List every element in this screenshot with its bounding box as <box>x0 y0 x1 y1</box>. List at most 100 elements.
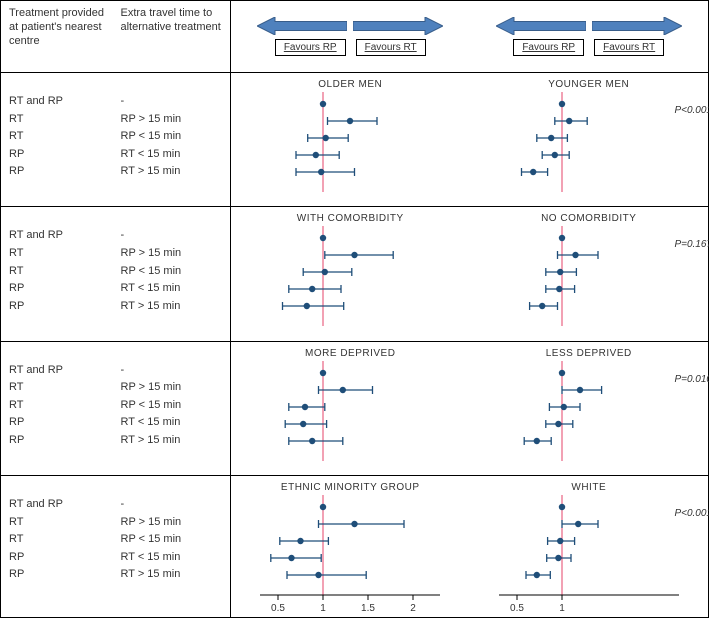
travel-label: RP > 15 min <box>121 379 223 397</box>
svg-text:1: 1 <box>559 603 565 614</box>
travel-col: -RP > 15 minRP < 15 minRT < 15 minRT > 1… <box>121 227 223 334</box>
treatment-col: RT and RPRTRTRPRP <box>9 227 111 334</box>
forest-plot: MORE DEPRIVED <box>231 342 470 475</box>
treatment-label: RT <box>9 397 111 415</box>
plot-title: YOUNGER MEN <box>470 75 709 92</box>
travel-label: RT < 15 min <box>121 549 223 567</box>
travel-label: - <box>121 227 223 245</box>
plot-title: NO COMORBIDITY <box>470 209 709 226</box>
travel-col: -RP > 15 minRP < 15 minRT < 15 minRT > 1… <box>121 93 223 200</box>
treatment-label: RP <box>9 298 111 316</box>
forest-plot: YOUNGER MEN P<0.001 <box>470 73 709 206</box>
favours-rt-label-2: Favours RT <box>594 39 664 56</box>
travel-label: RT < 15 min <box>121 414 223 432</box>
panel-row: RT and RPRTRTRPRP-RP > 15 minRP < 15 min… <box>1 207 708 341</box>
plot-title: WHITE <box>470 478 709 495</box>
treatment-label: RT <box>9 514 111 532</box>
svg-text:1: 1 <box>320 603 326 614</box>
treatment-label: RT and RP <box>9 227 111 245</box>
panel-row: RT and RPRTRTRPRP-RP > 15 minRP < 15 min… <box>1 476 708 617</box>
treatment-label: RT and RP <box>9 496 111 514</box>
header-col-travel: Extra travel time to alternative treatme… <box>121 7 223 66</box>
travel-label: RP < 15 min <box>121 263 223 281</box>
travel-col: -RP > 15 minRP < 15 minRT < 15 minRT > 1… <box>121 362 223 469</box>
forest-plot: WITH COMORBIDITY <box>231 207 470 340</box>
treatment-label: RT <box>9 128 111 146</box>
treatment-label: RT <box>9 531 111 549</box>
travel-label: RP > 15 min <box>121 245 223 263</box>
treatment-label: RT and RP <box>9 93 111 111</box>
figure-container: Treatment provided at patient's nearest … <box>0 0 709 618</box>
travel-label: RP < 15 min <box>121 397 223 415</box>
treatment-label: RT and RP <box>9 362 111 380</box>
treatment-label: RP <box>9 549 111 567</box>
travel-label: RT < 15 min <box>121 146 223 164</box>
svg-text:0.5: 0.5 <box>271 603 285 614</box>
forest-plot: WHITE 0.5 1 P<0.001 <box>470 476 709 617</box>
travel-label: - <box>121 362 223 380</box>
row-labels: RT and RPRTRTRPRP-RP > 15 minRP < 15 min… <box>1 476 231 617</box>
treatment-label: RT <box>9 379 111 397</box>
svg-text:0.5: 0.5 <box>510 603 524 614</box>
panel-row: RT and RPRTRTRPRP-RP > 15 minRP < 15 min… <box>1 342 708 476</box>
travel-label: RT > 15 min <box>121 432 223 450</box>
panels-host: RT and RPRTRTRPRP-RP > 15 minRP < 15 min… <box>1 73 708 617</box>
direction-left: Favours RP Favours RT <box>231 1 470 72</box>
favours-rp-label: Favours RP <box>275 39 346 56</box>
plots: MORE DEPRIVEDLESS DEPRIVED P=0.010 <box>231 342 708 475</box>
treatment-label: RT <box>9 245 111 263</box>
forest-plot: LESS DEPRIVED P=0.010 <box>470 342 709 475</box>
treatment-label: RT <box>9 111 111 129</box>
header-right: Favours RP Favours RT Favours RP Favours… <box>231 1 708 72</box>
treatment-col: RT and RPRTRTRPRP <box>9 362 111 469</box>
treatment-label: RP <box>9 414 111 432</box>
header-left: Treatment provided at patient's nearest … <box>1 1 231 72</box>
arrows-left <box>257 17 443 35</box>
travel-label: RT > 15 min <box>121 298 223 316</box>
forest-plot: ETHNIC MINORITY GROUP 0.5 1 1.5 2 <box>231 476 470 617</box>
plot-title: LESS DEPRIVED <box>470 344 709 361</box>
treatment-label: RP <box>9 163 111 181</box>
forest-plot: NO COMORBIDITY P=0.167 <box>470 207 709 340</box>
travel-label: - <box>121 93 223 111</box>
treatment-col: RT and RPRTRTRPRP <box>9 496 111 611</box>
p-value: P<0.001 <box>674 105 709 116</box>
row-labels: RT and RPRTRTRPRP-RP > 15 minRP < 15 min… <box>1 207 231 340</box>
treatment-label: RP <box>9 432 111 450</box>
travel-label: RT > 15 min <box>121 566 223 584</box>
arrows-right <box>496 17 682 35</box>
svg-text:2: 2 <box>410 603 416 614</box>
header-col-treatment: Treatment provided at patient's nearest … <box>9 7 111 66</box>
plot-title: MORE DEPRIVED <box>231 344 470 361</box>
plots: ETHNIC MINORITY GROUP 0.5 1 1.5 2 WHITE 0.5 1 P<… <box>231 476 708 617</box>
row-labels: RT and RPRTRTRPRP-RP > 15 minRP < 15 min… <box>1 73 231 206</box>
svg-text:1.5: 1.5 <box>361 603 375 614</box>
travel-label: RT > 15 min <box>121 163 223 181</box>
direction-right: Favours RP Favours RT <box>470 1 709 72</box>
p-value: P<0.001 <box>674 508 709 519</box>
header-row: Treatment provided at patient's nearest … <box>1 1 708 73</box>
plot-title: OLDER MEN <box>231 75 470 92</box>
favours-rp-label-2: Favours RP <box>513 39 584 56</box>
p-value: P=0.167 <box>674 239 709 250</box>
p-value: P=0.010 <box>674 374 709 385</box>
travel-label: RP > 15 min <box>121 111 223 129</box>
treatment-col: RT and RPRTRTRPRP <box>9 93 111 200</box>
treatment-label: RP <box>9 280 111 298</box>
travel-label: RT < 15 min <box>121 280 223 298</box>
favours-rt-label: Favours RT <box>356 39 426 56</box>
travel-label: - <box>121 496 223 514</box>
treatment-label: RT <box>9 263 111 281</box>
travel-label: RP < 15 min <box>121 531 223 549</box>
travel-col: -RP > 15 minRP < 15 minRT < 15 minRT > 1… <box>121 496 223 611</box>
plot-title: WITH COMORBIDITY <box>231 209 470 226</box>
travel-label: RP < 15 min <box>121 128 223 146</box>
treatment-label: RP <box>9 146 111 164</box>
plots: OLDER MENYOUNGER MEN P<0.001 <box>231 73 708 206</box>
plots: WITH COMORBIDITYNO COMORBIDITY P=0.167 <box>231 207 708 340</box>
panel-row: RT and RPRTRTRPRP-RP > 15 minRP < 15 min… <box>1 73 708 207</box>
plot-title: ETHNIC MINORITY GROUP <box>231 478 470 495</box>
row-labels: RT and RPRTRTRPRP-RP > 15 minRP < 15 min… <box>1 342 231 475</box>
forest-plot: OLDER MEN <box>231 73 470 206</box>
travel-label: RP > 15 min <box>121 514 223 532</box>
